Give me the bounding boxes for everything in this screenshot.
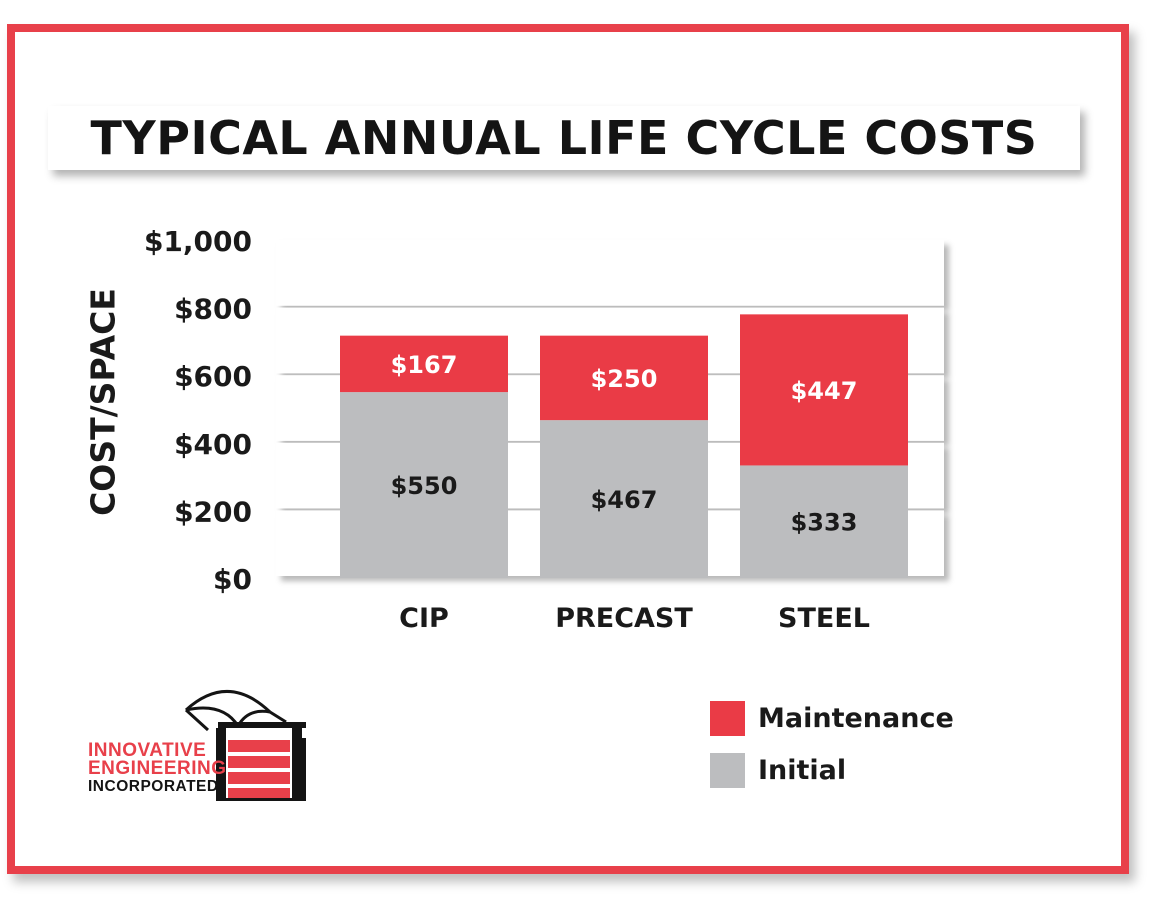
legend-swatch-maintenance	[710, 700, 745, 736]
data-label: $550	[391, 472, 458, 500]
data-label: $333	[791, 509, 858, 537]
legend-swatch-initial	[710, 752, 745, 788]
logo-line-2: ENGINEERING	[88, 758, 227, 779]
data-label: $167	[391, 351, 458, 379]
logo-line-1: INNOVATIVE	[88, 740, 207, 761]
bar-maintenance-cip	[340, 335, 508, 393]
y-tick-label: $1,000	[144, 225, 252, 258]
x-tick-label: STEEL	[778, 603, 870, 634]
chart-title: TYPICAL ANNUAL LIFE CYCLE COSTS	[90, 111, 1038, 165]
y-tick-label: $0	[213, 563, 252, 596]
bar-maintenance-precast	[540, 335, 708, 421]
y-tick-label: $200	[174, 495, 252, 528]
data-label: $447	[791, 377, 858, 405]
bar-initial-cip	[340, 392, 508, 578]
y-tick-label: $800	[174, 293, 252, 326]
y-tick-label: $600	[174, 360, 252, 393]
data-label: $250	[591, 365, 658, 393]
legend-label-initial: Initial	[758, 754, 847, 786]
legend-item-initial: Initial	[710, 750, 954, 790]
parking-structure-logo-icon	[184, 690, 306, 801]
bar-initial-steel	[740, 465, 908, 578]
bar-maintenance-steel	[740, 314, 908, 466]
grid-band	[276, 240, 944, 306]
logo-line-3: INCORPORATED	[88, 778, 219, 795]
y-tick-label: $400	[174, 428, 252, 461]
x-tick-label: PRECAST	[555, 603, 693, 634]
title-box: TYPICAL ANNUAL LIFE CYCLE COSTS	[48, 106, 1080, 170]
legend-label-maintenance: Maintenance	[758, 702, 954, 734]
legend: Maintenance Initial	[710, 698, 954, 802]
x-tick-label: CIP	[399, 603, 449, 634]
bar-initial-precast	[540, 420, 708, 578]
company-logo-text: INNOVATIVE ENGINEERING INCORPORATED	[88, 740, 227, 796]
data-label: $467	[591, 486, 658, 514]
legend-item-maintenance: Maintenance	[710, 698, 954, 738]
